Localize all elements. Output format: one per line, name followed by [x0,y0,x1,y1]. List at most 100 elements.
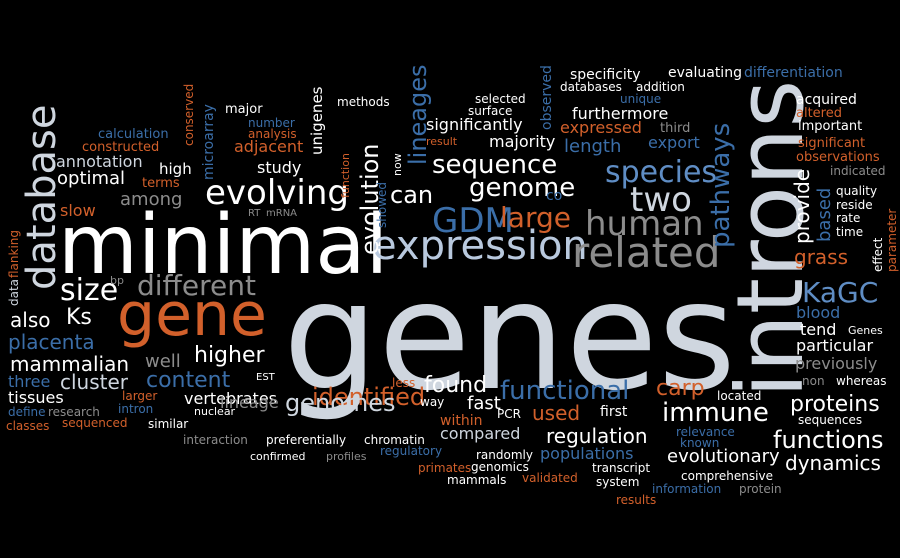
word: research [48,405,100,419]
word: provide [790,168,814,244]
word: previously [795,354,878,373]
word: mammalian [10,352,130,376]
word: compared [440,424,521,443]
word: altered [796,106,842,121]
word: genomics [471,460,529,474]
word: relevance [676,425,735,439]
word: evolving [205,173,349,213]
word: placenta [8,330,95,354]
word: among [120,189,183,210]
word: expression [372,223,588,269]
word: Ks [66,305,92,330]
word: slow [60,201,96,220]
word: third [660,121,691,136]
word: found [424,373,488,398]
word: expressed [560,118,642,137]
word: larger [122,389,158,403]
word: quality [836,184,878,198]
word: rate [836,211,861,225]
word: surface [468,104,513,118]
word: three [8,372,51,391]
word: time [836,225,864,239]
word: database [19,104,65,290]
word: significantly [426,115,523,134]
word: conserved [182,83,196,146]
word: microarray [201,104,217,180]
word: addition [636,80,685,94]
word: information [652,482,722,496]
word: also [10,308,51,332]
word: identified [312,383,426,411]
word: evaluating [668,65,742,81]
word: primates [418,461,472,475]
word: randomly [476,448,533,462]
word: way [420,395,445,409]
word: observed [539,65,555,130]
word: blood [796,303,841,322]
word: observations [796,150,880,165]
word: differentiation [744,65,843,81]
word: constructed [82,140,160,155]
word: whereas [836,374,887,388]
word: system [596,475,640,489]
word: methods [337,95,390,109]
word: genome [469,173,576,203]
word: co [546,188,563,204]
word: gene [117,280,267,350]
word: fast [467,393,501,414]
word: minimal [58,198,389,293]
word: functions [773,426,884,454]
word: human [585,204,704,244]
word: protein [739,482,782,496]
word: can [390,181,434,209]
word: calculation [98,127,169,142]
word: reside [836,198,873,212]
word: sequences [798,413,863,427]
word: major [225,102,263,117]
word: pathways [706,122,736,248]
word: evolutionary [667,446,780,467]
word: results [616,493,657,507]
word: high [159,160,192,178]
word: length [564,136,622,157]
word: immune [662,398,769,428]
word: optimal [57,168,126,189]
word: carp [656,376,705,401]
word: unigenes [308,86,326,155]
word: regulatory [380,444,443,458]
word: majority [489,132,556,151]
word: populations [540,444,634,463]
word: adjacent [234,137,304,156]
word: interaction [183,433,248,447]
word: tissues [8,388,64,407]
word: species [605,155,718,190]
word: transcript [592,461,651,475]
word: databases [560,80,622,94]
word: acquired [796,92,857,108]
word: non [802,374,825,388]
word: comprehensive [681,469,773,483]
word: first [600,404,628,420]
word: now [391,153,404,176]
word: Genes [848,324,883,337]
word: used [532,401,581,425]
word: preferentially [266,433,347,447]
word: particular [796,336,874,355]
word: export [648,133,700,152]
word: PCR [497,407,521,421]
word: sequence [432,150,558,180]
word: study [257,158,302,177]
word: number [248,116,295,130]
word: annotation [56,152,143,171]
word: less [392,376,416,390]
word: terms [142,176,180,191]
word: grass [794,245,849,269]
word: important [798,119,863,134]
word: define [8,405,46,419]
word: significant [798,136,866,151]
word: based [814,187,835,242]
word: specificity [570,67,641,83]
word: large [500,201,571,234]
word: effect [871,237,885,272]
word: known [680,436,720,450]
